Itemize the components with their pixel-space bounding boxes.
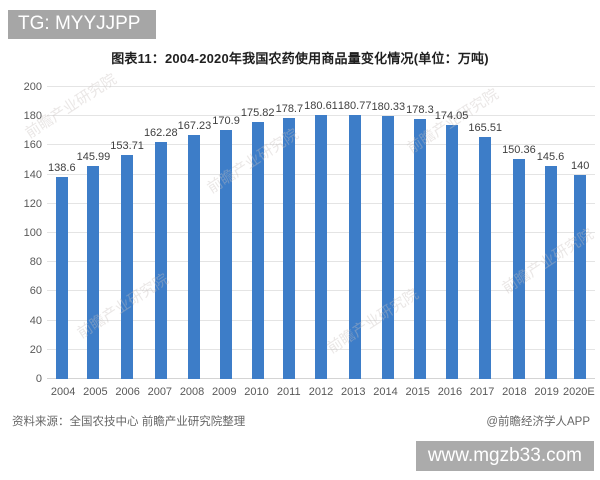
bar-slot: 175.82 — [241, 87, 275, 379]
bar — [445, 124, 458, 379]
x-axis-label: 2011 — [276, 386, 301, 398]
bar — [121, 154, 134, 379]
bar-value-label: 140 — [570, 159, 590, 172]
bar-value-label: 178.3 — [406, 103, 434, 116]
bar-value-label: 170.9 — [212, 114, 240, 127]
x-axis-label: 2010 — [244, 386, 269, 398]
bar-value-label: 180.77 — [337, 100, 372, 113]
y-tick-label: 80 — [29, 256, 42, 269]
x-axis-label: 2008 — [179, 386, 205, 398]
bar — [544, 166, 557, 379]
bar-value-label: 138.6 — [48, 161, 76, 174]
gridline — [47, 86, 595, 87]
credit-text: @前瞻经济学人APP — [486, 416, 590, 428]
bars-row: 138.6 145.99 153.71 162.28 167.23 170.9 175.82… — [47, 87, 595, 379]
bar-value-label: 167.23 — [177, 119, 212, 132]
y-tick-label: 160 — [23, 139, 42, 152]
bar-slot: 178.3 — [405, 87, 435, 379]
bar-value-label: 174.05 — [434, 109, 469, 122]
bar-slot: 180.61 — [304, 87, 338, 379]
bar-slot: 170.9 — [211, 87, 241, 379]
bar — [574, 174, 587, 379]
bar-slot: 162.28 — [144, 87, 178, 379]
bar-value-label: 180.33 — [371, 100, 406, 113]
bar-slot: 167.23 — [177, 87, 212, 379]
bar — [87, 165, 100, 379]
bar-value-label: 178.7 — [275, 103, 304, 116]
y-tick-label: 20 — [29, 343, 42, 356]
x-axis-label: 2016 — [437, 386, 463, 398]
x-axis-label: 2005 — [83, 386, 108, 398]
bar — [512, 159, 525, 379]
bar-slot: 180.33 — [371, 87, 405, 379]
site-watermark-badge: www.mgzb33.com — [415, 441, 594, 471]
bar-slot: 180.77 — [337, 87, 372, 379]
bar-slot: 140 — [565, 87, 595, 379]
bar-value-label: 150.36 — [502, 144, 536, 157]
y-tick-label: 120 — [23, 197, 42, 210]
y-tick-label: 140 — [23, 168, 42, 181]
bar-slot: 165.51 — [468, 87, 502, 379]
bar-value-label: 175.82 — [240, 107, 275, 120]
bar — [413, 118, 426, 379]
plot-area: 138.6 145.99 153.71 162.28 167.23 170.9 175.82… — [47, 86, 595, 379]
bar — [382, 115, 395, 379]
bar-value-label: 153.71 — [110, 139, 144, 152]
bar-value-label: 180.61 — [304, 100, 338, 113]
chart-title: 图表11：2004-2020年我国农药使用商品量变化情况(单位：万吨) — [111, 51, 489, 66]
bar — [55, 176, 68, 379]
channel-watermark-badge: TG: MYYJJPP — [8, 10, 157, 39]
bar-value-label: 165.51 — [468, 122, 503, 135]
x-axis-label: 2009 — [212, 386, 237, 398]
x-axis-label: 2013 — [340, 386, 366, 398]
bar-value-label: 145.6 — [536, 151, 565, 164]
bar — [251, 122, 264, 379]
x-axis-label: 2018 — [502, 386, 527, 398]
x-axis-label: 2012 — [308, 386, 334, 398]
x-axis-label: 2007 — [147, 386, 173, 398]
bar-slot: 150.36 — [502, 87, 536, 379]
bar-slot: 145.6 — [536, 87, 566, 379]
bar — [188, 134, 201, 379]
y-tick-label: 0 — [35, 373, 42, 385]
source-text: 资料来源：全国农技中心 前瞻产业研究院整理 — [12, 416, 246, 428]
bar — [348, 115, 361, 379]
x-axis-label: 2006 — [115, 386, 140, 398]
bar-slot: 145.99 — [76, 87, 111, 379]
x-axis-label: 2014 — [373, 386, 398, 398]
bar — [283, 118, 296, 379]
y-tick-label: 40 — [29, 314, 42, 327]
x-axis-label: 2004 — [50, 386, 76, 398]
bar-value-label: 162.28 — [143, 127, 178, 140]
bar — [479, 137, 492, 379]
y-axis: 0 20 40 60 80 100 120 140 160 180 200 — [10, 81, 42, 385]
bar-slot: 138.6 — [47, 87, 77, 379]
bar — [314, 115, 327, 379]
x-axis-label: 2020E — [562, 386, 595, 398]
y-tick-label: 200 — [23, 81, 42, 93]
y-tick-label: 100 — [23, 227, 42, 239]
x-axis: 2004 2005 2006 2007 2008 2009 2010 2011 2012 2013… — [47, 386, 595, 398]
bar — [154, 142, 167, 379]
bar — [220, 129, 233, 379]
bar-slot: 174.05 — [434, 87, 469, 379]
bar-slot: 153.71 — [110, 87, 144, 379]
x-axis-label: 2015 — [405, 386, 430, 398]
x-axis-label: 2017 — [469, 386, 495, 398]
bar-value-label: 145.99 — [76, 150, 111, 163]
y-tick-label: 60 — [29, 285, 42, 298]
x-axis-label: 2019 — [534, 386, 559, 398]
bar-slot: 178.7 — [275, 87, 305, 379]
y-tick-label: 180 — [23, 110, 42, 123]
